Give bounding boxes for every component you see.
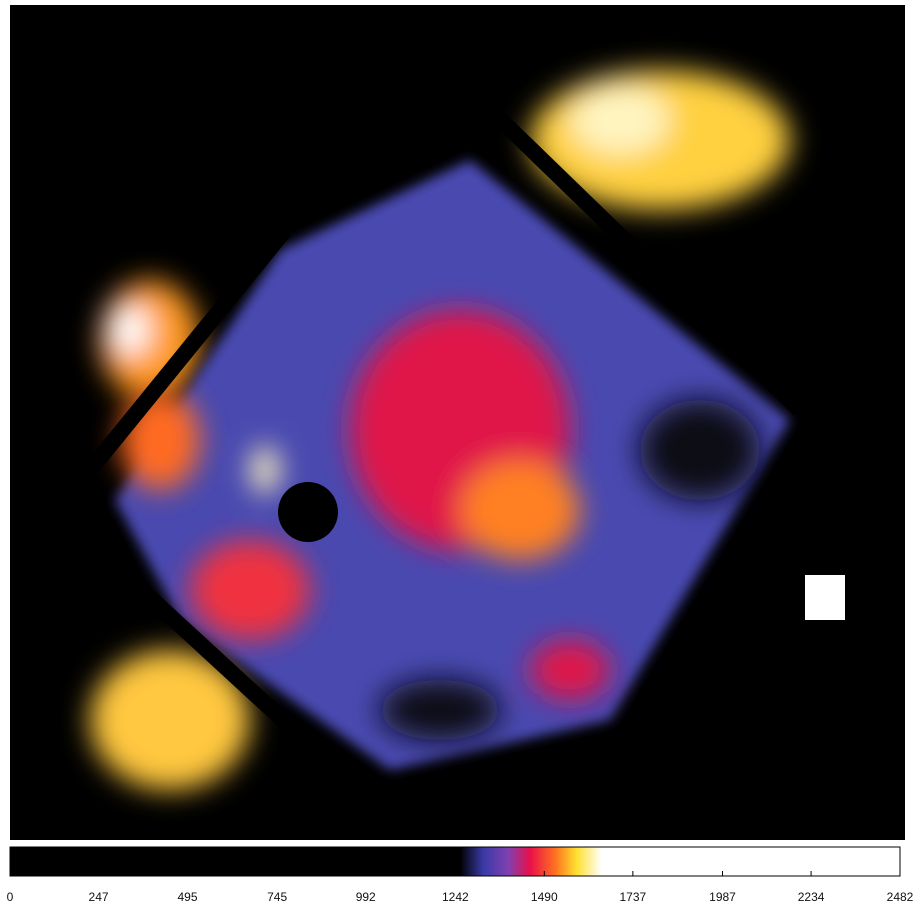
image [10,5,905,840]
blob [570,85,670,155]
colorbar-tick-label: 1242 [442,890,469,904]
colorbar-tick-label: 1737 [620,890,647,904]
colorbar-tick-label: 1987 [709,890,736,904]
blob [110,305,150,355]
detector-gap [83,224,292,476]
blob [90,650,250,790]
colorbar-tick-label: 495 [177,890,197,904]
blob [640,400,760,500]
colorbar-tick-label: 745 [267,890,287,904]
blob [530,640,610,700]
colorbar-tick-label: 2234 [798,890,825,904]
colorbar-tick-label: 2482 [887,890,914,904]
colorbar-tick-label: 992 [356,890,376,904]
emission-outer [90,70,790,790]
blob [190,540,310,640]
detector-gap [464,84,806,416]
emission-inner [120,310,760,740]
blob [120,390,200,490]
blob [460,460,580,560]
bright-source [805,575,845,620]
colorbar-tick-label: 247 [89,890,109,904]
colorbar-tick-label: 0 [7,890,14,904]
dark-spot [278,482,338,542]
blob [251,446,279,494]
colorbar-tick-label: 1490 [531,890,558,904]
blob [380,680,500,740]
detector-gap [114,564,376,806]
